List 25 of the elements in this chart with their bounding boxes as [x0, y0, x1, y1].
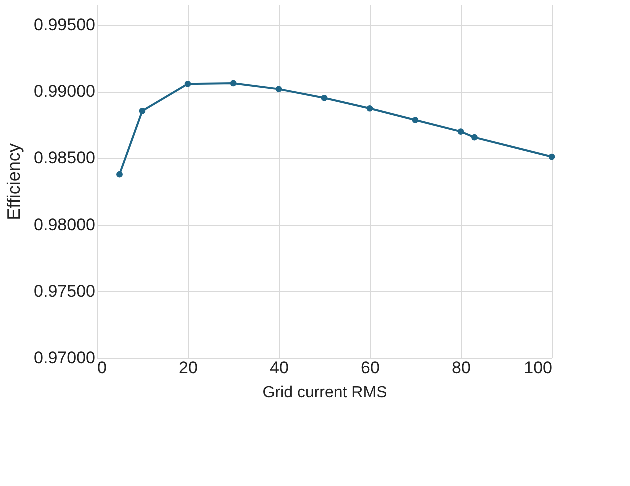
- y-tick-label: 0.99500: [34, 15, 96, 34]
- y-tick-label: 0.97500: [34, 282, 96, 301]
- point: [548, 154, 556, 160]
- point: [139, 108, 146, 114]
- x-tick-label: 80: [452, 358, 471, 378]
- x-tick-label: 60: [361, 358, 380, 378]
- y-tick-label: 0.98000: [34, 215, 96, 234]
- x-axis-title: Grid current RMS: [262, 384, 388, 402]
- y-tick-label: 0.98500: [34, 148, 96, 168]
- point: [230, 80, 237, 87]
- point: [366, 105, 374, 112]
- y-tick-label: 0.97000: [34, 348, 96, 368]
- point: [276, 86, 282, 92]
- point: [412, 117, 419, 124]
- x-tick-label: 40: [270, 358, 289, 378]
- point: [184, 80, 192, 88]
- y-axis-title: Efficiency: [4, 144, 24, 220]
- point: [116, 171, 123, 178]
- x-tick-label: 100: [524, 358, 552, 378]
- point: [321, 94, 328, 102]
- point: [471, 134, 478, 141]
- x-tick-label: 0: [98, 358, 107, 378]
- point: [458, 128, 464, 135]
- x-tick-label: 20: [179, 358, 198, 378]
- y-tick-label: 0.99000: [34, 82, 96, 102]
